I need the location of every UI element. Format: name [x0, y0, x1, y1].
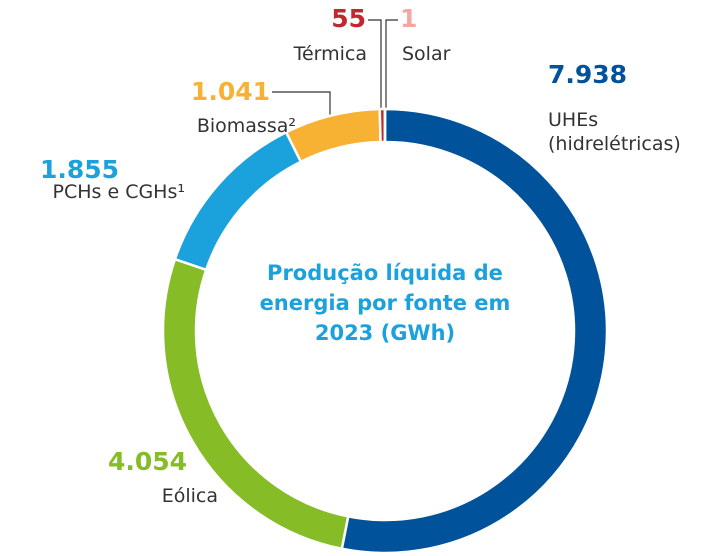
leader-line: [385, 19, 398, 112]
value-label: 4.054: [108, 447, 188, 476]
chart-title: Produção líquida de energia por fonte em…: [259, 261, 511, 345]
leader-line: [272, 91, 331, 118]
category-label: PCHs e CGHs¹: [52, 181, 185, 203]
category-label: Solar: [402, 43, 451, 65]
value-label: 55: [331, 4, 366, 33]
value-label: 7.938: [548, 60, 628, 89]
category-label: UHEs (hidrelétricas): [548, 109, 681, 155]
value-label: 1: [400, 4, 418, 33]
category-label: Biomassa²: [196, 115, 296, 137]
leader-lines: [272, 19, 398, 118]
category-label: Térmica: [293, 43, 367, 65]
donut-slice: [284, 107, 382, 164]
category-label: Eólica: [161, 485, 218, 507]
value-label: 1.041: [190, 77, 270, 106]
leader-line: [368, 19, 382, 112]
donut-slice: [173, 130, 303, 272]
value-label: 1.855: [40, 155, 120, 184]
